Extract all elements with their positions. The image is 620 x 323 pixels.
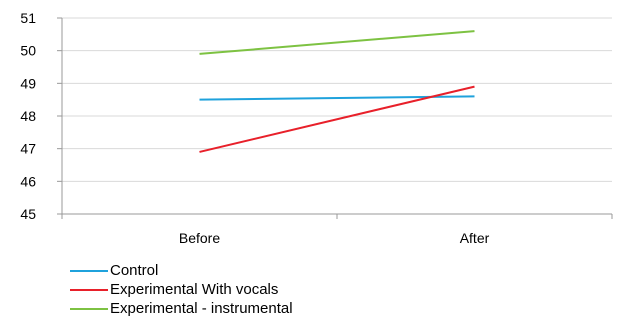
legend-item-experimental-with-vocals: Experimental With vocals — [70, 280, 293, 299]
axes — [57, 17, 613, 219]
x-tick-label: After — [460, 230, 490, 246]
legend-item-control: Control — [70, 261, 293, 280]
legend-item-experimental-instrumental: Experimental - instrumental — [70, 299, 293, 318]
tick-labels: 45 46 47 48 49 50 51 Before After — [20, 10, 489, 246]
y-tick-label: 48 — [20, 108, 36, 124]
legend-label-control: Control — [110, 262, 159, 279]
series-lines — [199, 30, 475, 153]
legend-label-experimental-with-vocals: Experimental With vocals — [110, 281, 279, 298]
series-line-1 — [199, 85, 475, 153]
series-line-2 — [199, 30, 475, 55]
legend-swatch-control — [70, 269, 108, 272]
gridlines — [62, 17, 612, 182]
legend: Control Experimental With vocals Experim… — [70, 261, 293, 318]
y-tick-label: 49 — [20, 75, 36, 91]
line-chart: 45 46 47 48 49 50 51 Before After — [20, 10, 613, 246]
y-tick-label: 46 — [20, 173, 36, 189]
y-tick-label: 45 — [20, 206, 36, 222]
legend-swatch-experimental-with-vocals — [70, 288, 108, 291]
legend-swatch-experimental-instrumental — [70, 307, 108, 310]
y-tick-label: 51 — [20, 10, 36, 26]
legend-label-experimental-instrumental: Experimental - instrumental — [110, 300, 293, 317]
y-tick-label: 50 — [20, 43, 36, 59]
y-tick-label: 47 — [20, 141, 36, 157]
x-tick-label: Before — [179, 230, 220, 246]
